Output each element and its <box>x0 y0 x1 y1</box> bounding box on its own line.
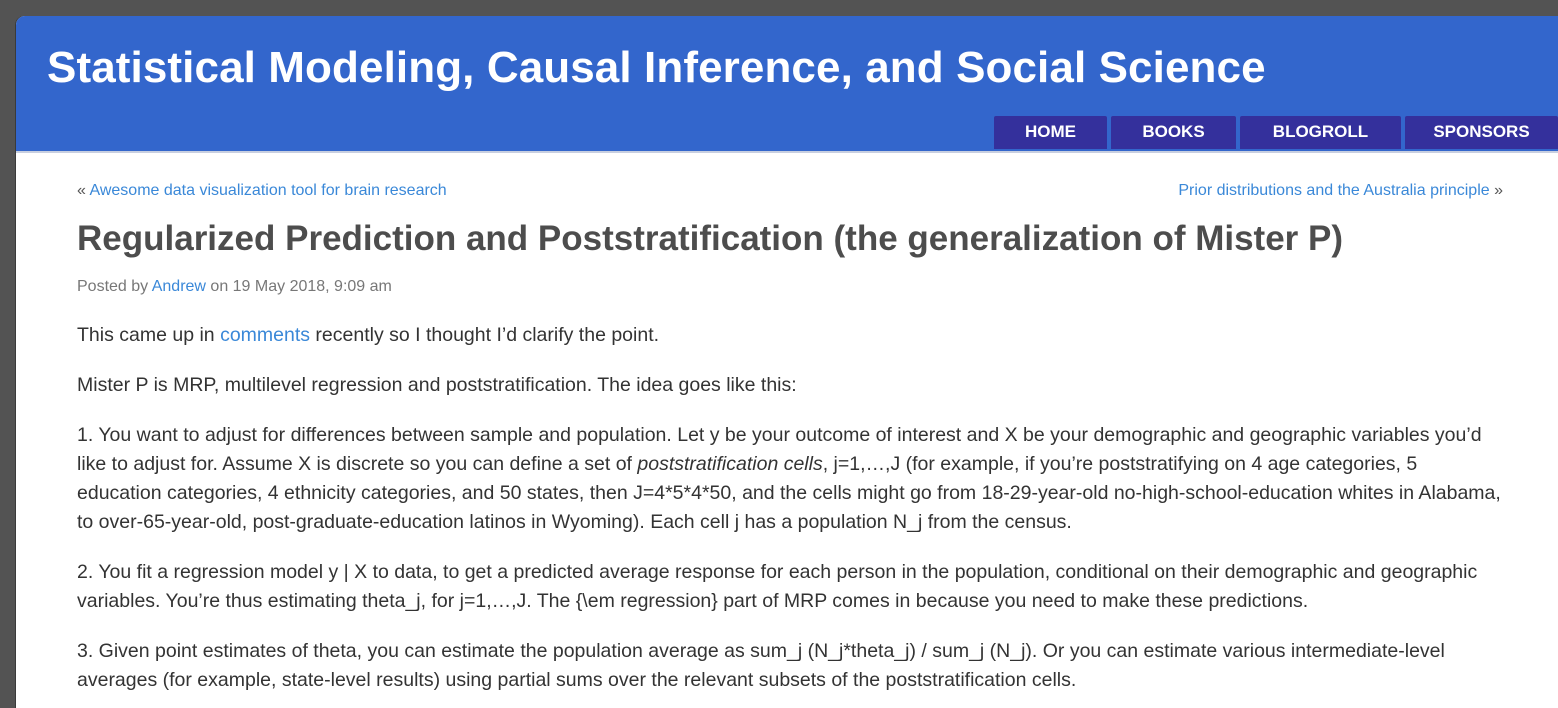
post-title: Regularized Prediction and Poststratific… <box>77 219 1344 258</box>
previous-post: « Awesome data visualization tool for br… <box>77 182 447 200</box>
paragraph-5: 3. Given point estimates of theta, you c… <box>77 640 1445 691</box>
post-date: on 19 May 2018, 9:09 am <box>205 278 392 295</box>
paragraph-1-text-end: recently so I thought I’d clarify the po… <box>310 324 660 346</box>
nav-home[interactable]: HOME <box>994 116 1107 149</box>
previous-post-link[interactable]: Awesome data visualization tool for brai… <box>89 182 447 199</box>
nav-sponsors[interactable]: SPONSORS <box>1405 116 1558 149</box>
paragraph-2: Mister P is MRP, multilevel regression a… <box>77 374 797 396</box>
next-post: Prior distributions and the Australia pr… <box>1178 182 1503 200</box>
paragraph-3-text: 1. You want to adjust for differences be… <box>77 424 1482 475</box>
post-meta: Posted by Andrew on 19 May 2018, 9:09 am <box>77 278 392 296</box>
site-title[interactable]: Statistical Modeling, Causal Inference, … <box>47 43 1266 92</box>
next-post-link[interactable]: Prior distributions and the Australia pr… <box>1178 182 1490 199</box>
browser-page: Statistical Modeling, Causal Inference, … <box>16 16 1558 708</box>
nav-blogroll[interactable]: BLOGROLL <box>1240 116 1401 149</box>
poststratification-cells-emphasis: poststratification cells <box>637 453 823 475</box>
paragraph-3-text-end: , j=1,…,J (for example, if you’re postst… <box>77 453 1501 533</box>
post-body: This came up in comments recently so I t… <box>77 321 1503 708</box>
posted-by-label: Posted by <box>77 278 152 295</box>
comments-link[interactable]: comments <box>220 324 311 346</box>
paragraph-1: This came up in comments recently so I t… <box>77 321 1503 350</box>
paragraph-4: 2. You fit a regression model y | X to d… <box>77 561 1478 612</box>
site-header: Statistical Modeling, Causal Inference, … <box>16 16 1558 153</box>
next-arrow: » <box>1489 182 1503 199</box>
previous-arrow: « <box>77 182 90 199</box>
author-link[interactable]: Andrew <box>151 278 206 295</box>
paragraph-3: 1. You want to adjust for differences be… <box>77 421 1503 537</box>
nav-books[interactable]: BOOKS <box>1111 116 1236 149</box>
paragraph-1-text: This came up in <box>77 324 221 346</box>
